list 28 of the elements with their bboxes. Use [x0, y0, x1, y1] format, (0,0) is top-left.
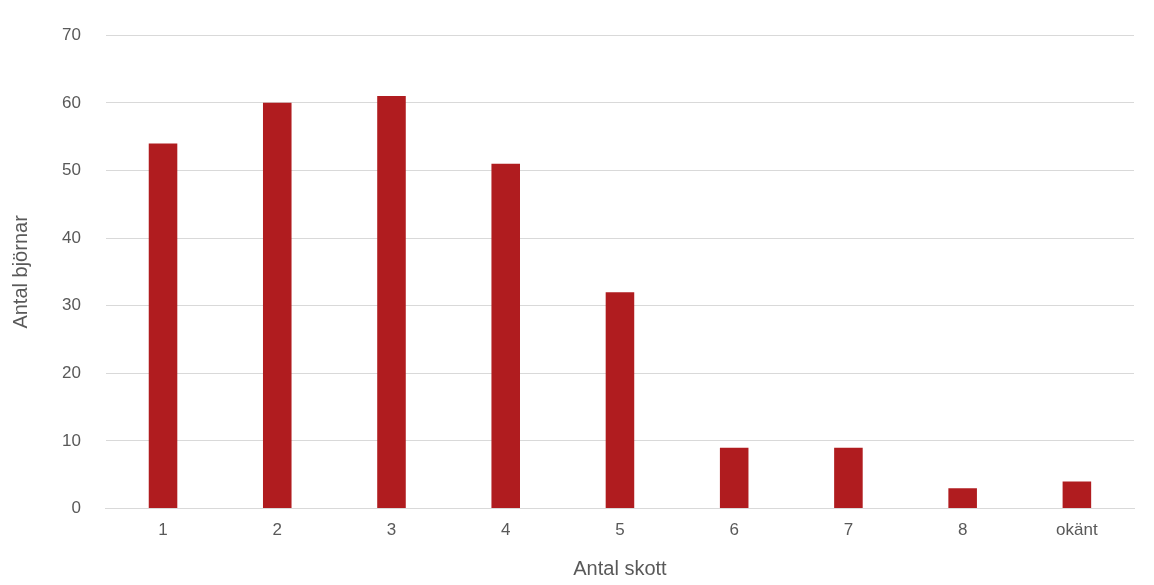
bar: [719, 447, 749, 509]
x-axis-title: Antal skott: [573, 556, 668, 579]
y-tick-label: 60: [61, 92, 81, 112]
y-tick-label: 0: [71, 498, 81, 518]
y-tick-label: 10: [61, 430, 81, 450]
y-tick-label: 50: [61, 160, 81, 180]
x-tick-label: 2: [272, 520, 282, 540]
x-tick-label: 4: [500, 520, 511, 540]
bar: [148, 143, 178, 509]
bar: [262, 102, 292, 509]
bar: [1062, 481, 1092, 509]
x-tick-label: 1: [158, 520, 168, 540]
bar: [948, 488, 977, 509]
y-axis-title: Antal björnar: [8, 214, 31, 329]
x-tick-label: 7: [843, 520, 854, 540]
bar: [605, 292, 635, 509]
y-tick-label: 70: [61, 24, 81, 44]
y-tick-label: 20: [61, 363, 81, 383]
x-tick-label: 5: [615, 520, 625, 540]
y-tick-label: 40: [61, 227, 81, 247]
bar: [491, 163, 520, 509]
bar: [834, 447, 863, 509]
x-tick-label: okänt: [1056, 520, 1098, 540]
x-tick-label: 6: [729, 520, 739, 540]
x-tick-label: 8: [957, 520, 968, 540]
x-tick-label: 3: [386, 520, 397, 540]
y-tick-label: 30: [61, 295, 81, 315]
bar: [377, 96, 406, 509]
